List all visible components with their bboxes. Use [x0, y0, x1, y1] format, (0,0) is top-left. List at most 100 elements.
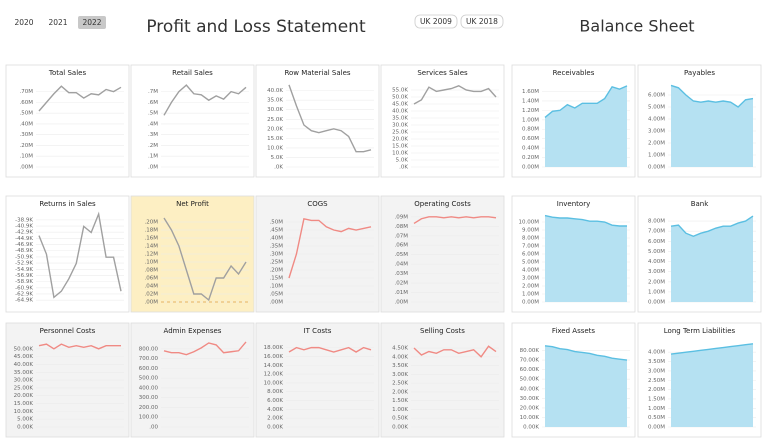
y-tick-label: 9.00M [522, 228, 539, 234]
y-tick-label: 100.00 [139, 415, 159, 421]
y-tick-label: -58.9K [15, 279, 33, 285]
y-tick-label: -42.9K [15, 230, 33, 236]
section-title: Balance Sheet [579, 17, 694, 36]
line [544, 85, 628, 118]
y-tick-label: 8.00M [648, 219, 665, 225]
panel [255, 64, 380, 178]
y-tick-label: 0.00K [523, 425, 539, 431]
y-tick-label: 20.00K [14, 393, 34, 399]
panel-title: Total Sales [48, 69, 87, 77]
line [163, 84, 247, 116]
y-tick-label: 3.50K [392, 363, 408, 369]
y-tick-label: 0.40M [522, 146, 539, 152]
y-tick-label: 15.0K [392, 144, 408, 150]
y-tick-label: -48.9K [15, 248, 33, 254]
y-tick-label: .7M [148, 89, 158, 95]
y-tick-label: .10M [145, 260, 159, 266]
line [288, 84, 372, 153]
panel-title: Fixed Assets [552, 327, 595, 335]
panel-title: Row Material Sales [284, 69, 350, 77]
line [544, 345, 628, 361]
y-tick-label: .09M [395, 214, 409, 220]
y-tick-label: .06M [395, 243, 409, 249]
y-tick-label: .15M [270, 276, 284, 282]
panel-title: COGS [307, 200, 328, 208]
y-tick-label: 1.00M [522, 117, 539, 123]
y-tick-label: 30.00K [14, 378, 34, 384]
panel-title: Net Profit [176, 200, 209, 208]
line [544, 214, 627, 227]
y-tick-label: 25.0K [267, 117, 283, 123]
y-tick-label: 0.50K [392, 416, 408, 422]
filter-label: UK 2018 [466, 17, 498, 26]
y-tick-label: 1.20M [522, 108, 539, 114]
panel [130, 322, 255, 438]
panel-title: IT Costs [304, 327, 332, 335]
y-tick-label: 35.0K [267, 98, 283, 104]
y-tick-label: .25M [270, 260, 284, 266]
y-tick-label: 40.0K [392, 109, 408, 115]
y-tick-label: -46.9K [15, 242, 33, 248]
y-tick-label: .30M [270, 252, 284, 258]
y-tick-label: 5.00M [522, 260, 539, 266]
y-tick-label: 2.00M [648, 141, 665, 147]
y-tick-label: 5.00M [648, 249, 665, 255]
y-tick-label: -40.9K [15, 224, 33, 230]
year-button[interactable] [10, 16, 38, 29]
line [163, 341, 247, 356]
y-tick-label: 45.0K [392, 102, 408, 108]
y-tick-label: 0.00M [648, 165, 665, 171]
y-tick-label: 2.00M [648, 279, 665, 285]
line [413, 216, 497, 225]
y-tick-label: 800.00 [139, 346, 159, 352]
y-tick-label: .40M [270, 236, 284, 242]
y-tick-label: 30.0K [267, 107, 283, 113]
line [288, 217, 372, 279]
panel-title: Operating Costs [414, 200, 471, 208]
filter-button[interactable] [414, 14, 458, 29]
y-tick-label: 80.00K [520, 348, 540, 354]
line [38, 211, 122, 299]
y-tick-label: 500.00 [139, 376, 159, 382]
y-tick-label: 4.00M [648, 350, 665, 356]
y-tick-label: 6.00K [267, 398, 283, 404]
y-tick-label: 60.00K [520, 367, 540, 373]
line [163, 217, 247, 302]
panel-title: Services Sales [417, 69, 468, 77]
y-tick-label: 0.60M [522, 136, 539, 142]
y-tick-label: 45.00K [14, 354, 34, 360]
y-tick-label: 30.0K [392, 123, 408, 129]
y-tick-label: 1.50M [648, 396, 665, 402]
filter-label: UK 2009 [420, 17, 452, 26]
filter-button[interactable] [460, 14, 504, 29]
y-tick-label: 50.0K [392, 95, 408, 101]
y-tick-label: 25.0K [392, 130, 408, 136]
y-tick-label: 12.00K [264, 372, 284, 378]
y-tick-label: 10.0K [392, 151, 408, 157]
y-tick-label: 50.00K [14, 346, 34, 352]
y-tick-label: 1.40M [522, 98, 539, 104]
y-tick-label: -44.9K [15, 236, 33, 242]
y-tick-label: 20.0K [392, 137, 408, 143]
y-tick-label: -38.9K [15, 217, 33, 223]
area [545, 345, 627, 427]
year-button[interactable] [78, 16, 106, 29]
y-tick-label: 5.00K [17, 417, 33, 423]
panel [130, 64, 255, 178]
y-tick-label: 7.00M [648, 229, 665, 235]
y-tick-label: .00M [270, 300, 284, 306]
panel-title: Long Term Liabilities [664, 327, 736, 335]
y-tick-label: .04M [395, 262, 409, 268]
y-tick-label: .50M [20, 111, 34, 117]
y-tick-label: .0M [148, 165, 158, 171]
y-tick-label: 0.00K [392, 425, 408, 431]
y-tick-label: .4M [148, 121, 158, 127]
year-button[interactable] [44, 16, 72, 29]
y-tick-label: -56.9K [15, 273, 33, 279]
y-tick-label: 35.00K [14, 370, 34, 376]
y-tick-label: .35M [270, 244, 284, 250]
y-tick-label: .00M [395, 300, 409, 306]
y-tick-label: .0K [274, 165, 283, 171]
y-tick-label: .30M [20, 132, 34, 138]
